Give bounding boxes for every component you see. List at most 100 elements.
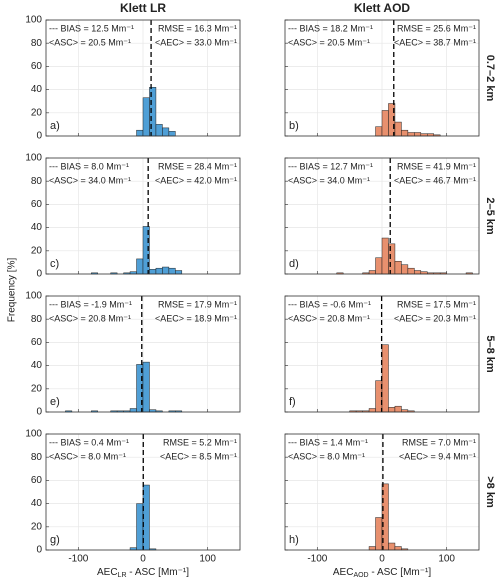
- annotation: RMSE = 16.3 Mm⁻¹: [158, 23, 237, 33]
- axes-frame: [45, 157, 241, 275]
- bar: [394, 121, 402, 137]
- bar: [381, 110, 389, 137]
- annotation: <AEC> = 33.0 Mm⁻¹: [155, 37, 237, 47]
- bar: [375, 517, 383, 551]
- bar: [142, 361, 150, 413]
- annotation: <AEC> = 38.7 Mm⁻¹: [394, 37, 476, 47]
- y-tick-label: 80: [31, 452, 43, 463]
- bar: [129, 408, 137, 413]
- bar: [149, 269, 157, 275]
- annotation: <AEC> = 9.4 Mm⁻¹: [399, 451, 476, 461]
- y-tick-label: 80: [31, 38, 43, 49]
- bar: [162, 127, 170, 137]
- annotation: <ASC> = 8.0 Mm⁻¹: [288, 451, 365, 461]
- x-axis-label: AECAOD - ASC [Mm⁻¹]: [333, 567, 431, 579]
- panel-label: f): [289, 396, 296, 408]
- annotation: RMSE = 41.9 Mm⁻¹: [397, 161, 476, 171]
- panel-label: b): [289, 120, 299, 132]
- axes-frame: [45, 295, 241, 413]
- column-title: Klett AOD: [354, 1, 411, 15]
- bar: [388, 243, 396, 275]
- row-label: 5–8 km: [484, 335, 496, 373]
- axes-frame: [284, 157, 480, 275]
- annotation: --- BIAS = 1.4 Mm⁻¹: [288, 437, 368, 447]
- x-label-rest: - ASC [Mm⁻¹]: [127, 567, 190, 578]
- y-tick-label: 100: [25, 291, 42, 302]
- annotation: <ASC> = 20.8 Mm⁻¹: [288, 313, 370, 323]
- annotation: RMSE = 17.5 Mm⁻¹: [397, 299, 476, 309]
- bar: [175, 270, 183, 275]
- annotation: <AEC> = 8.5 Mm⁻¹: [160, 451, 237, 461]
- row-label: >8 km: [484, 476, 496, 508]
- axes-frame: [45, 19, 241, 137]
- y-tick-label: 40: [31, 84, 43, 95]
- annotation: <ASC> = 20.5 Mm⁻¹: [49, 37, 131, 47]
- bar: [401, 264, 409, 275]
- bar: [368, 270, 376, 275]
- x-label-main: AEC: [97, 567, 118, 578]
- annotation: RMSE = 7.0 Mm⁻¹: [402, 437, 476, 447]
- bar: [401, 129, 409, 137]
- bar: [142, 97, 150, 137]
- annotation: <AEC> = 46.7 Mm⁻¹: [394, 175, 476, 185]
- panel-label: g): [50, 534, 60, 546]
- bar: [381, 237, 389, 275]
- y-tick-label: 100: [25, 15, 42, 26]
- y-tick-label: 0: [36, 545, 42, 556]
- bar: [136, 503, 144, 551]
- bar: [162, 266, 170, 275]
- bar: [136, 258, 144, 275]
- annotation: --- BIAS = -0.6 Mm⁻¹: [288, 299, 371, 309]
- row-label: 2–5 km: [484, 197, 496, 235]
- bar: [375, 257, 383, 275]
- y-tick-label: 0: [36, 131, 42, 142]
- bar: [368, 546, 376, 551]
- annotation: <ASC> = 20.5 Mm⁻¹: [288, 37, 370, 47]
- x-tick-label: -100: [68, 554, 88, 565]
- y-tick-label: 60: [31, 199, 43, 210]
- axes-frame: [45, 433, 241, 551]
- bar: [394, 260, 402, 275]
- y-tick-label: 60: [31, 475, 43, 486]
- axes-frame: [284, 433, 480, 551]
- x-tick-label: 100: [438, 554, 455, 565]
- bar: [394, 546, 402, 551]
- annotation: <AEC> = 20.3 Mm⁻¹: [394, 313, 476, 323]
- annotation: <ASC> = 8.0 Mm⁻¹: [49, 451, 126, 461]
- bar: [155, 267, 163, 275]
- bar: [368, 408, 376, 413]
- bar: [155, 124, 163, 137]
- y-tick-label: 0: [36, 407, 42, 418]
- annotation: --- BIAS = 18.2 Mm⁻¹: [288, 23, 373, 33]
- y-tick-label: 80: [31, 176, 43, 187]
- panel-label: a): [50, 120, 60, 132]
- annotation: <ASC> = 20.8 Mm⁻¹: [49, 313, 131, 323]
- bar: [407, 132, 415, 137]
- panel-label: d): [289, 258, 299, 270]
- bar: [414, 270, 422, 275]
- annotation: RMSE = 28.4 Mm⁻¹: [158, 161, 237, 171]
- y-tick-label: 20: [31, 107, 43, 118]
- row-label: 0.7–2 km: [484, 55, 496, 102]
- bar: [168, 131, 176, 137]
- annotation: --- BIAS = 12.5 Mm⁻¹: [49, 23, 134, 33]
- x-label-sub: AOD: [353, 572, 368, 579]
- bar: [381, 344, 389, 413]
- x-label-rest: - ASC [Mm⁻¹]: [369, 567, 432, 578]
- bar: [142, 484, 150, 551]
- bar: [168, 267, 176, 275]
- y-tick-label: 40: [31, 498, 43, 509]
- bar: [407, 267, 415, 275]
- annotation: --- BIAS = 8.0 Mm⁻¹: [49, 161, 129, 171]
- y-tick-label: 60: [31, 61, 43, 72]
- x-tick-label: 0: [379, 554, 385, 565]
- annotation: RMSE = 25.6 Mm⁻¹: [397, 23, 476, 33]
- x-tick-label: -100: [307, 554, 327, 565]
- bar: [388, 407, 396, 413]
- annotation: RMSE = 5.2 Mm⁻¹: [163, 437, 237, 447]
- panel-label: c): [50, 258, 59, 270]
- annotation: --- BIAS = -1.9 Mm⁻¹: [49, 299, 132, 309]
- annotation: <ASC> = 34.0 Mm⁻¹: [288, 175, 370, 185]
